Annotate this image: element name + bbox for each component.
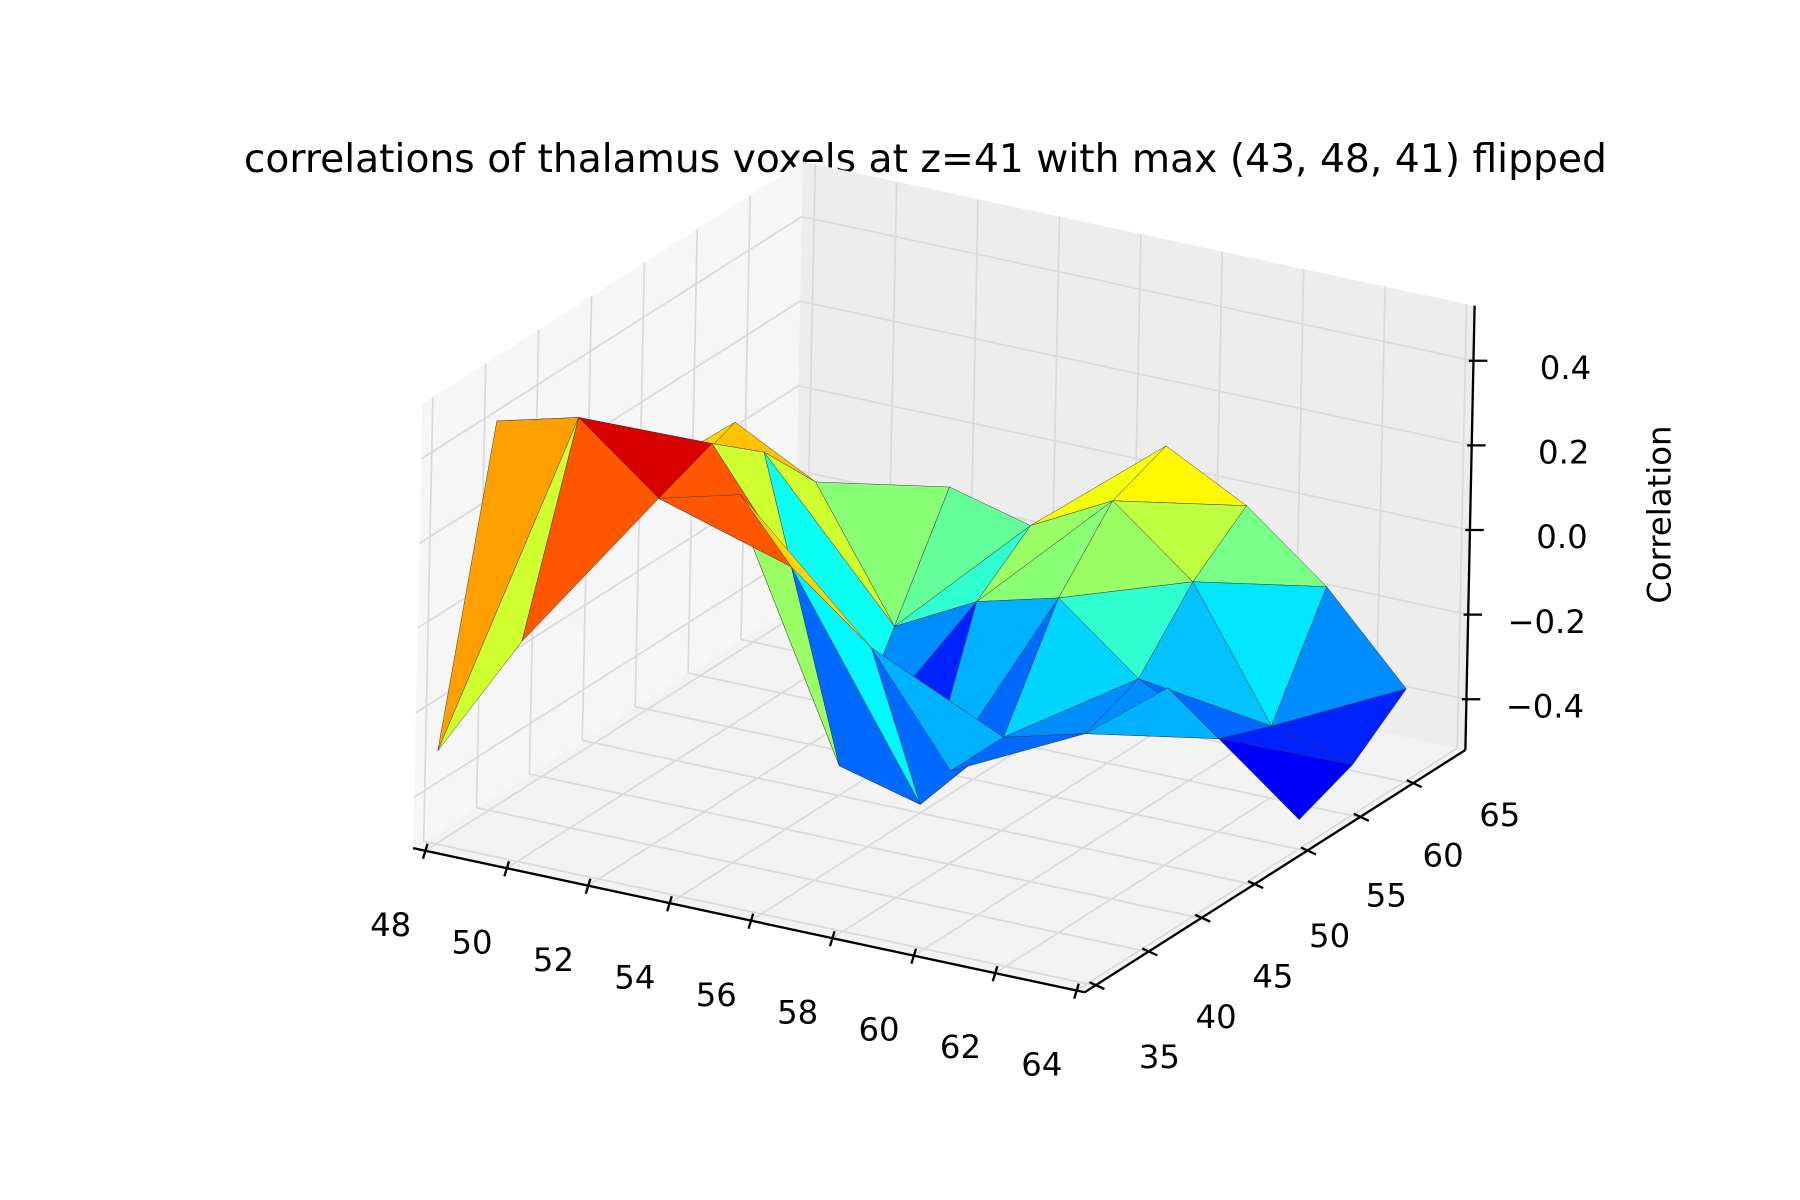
x-tick [1073, 983, 1080, 999]
x-tick [828, 930, 836, 947]
surface-facet [521, 417, 659, 642]
x-axis-line [412, 846, 1085, 994]
x-tick [421, 843, 429, 860]
grid-line [1456, 304, 1468, 749]
y-tick-label: 45 [1252, 957, 1293, 995]
grid-line [801, 215, 1474, 362]
grid-line [740, 195, 752, 640]
grid-line [635, 705, 1307, 852]
x-tick [584, 878, 592, 895]
z-tick-label: 0.2 [1538, 434, 1589, 472]
y-tick [1406, 779, 1423, 789]
z-axis-line [1464, 305, 1476, 751]
x-tick-label: 52 [533, 941, 574, 979]
grid-line [423, 840, 1096, 987]
y-tick [1088, 981, 1105, 991]
x-tick-label: 54 [614, 958, 655, 996]
grid-line [798, 384, 1471, 531]
x-tick [666, 895, 673, 912]
grid-line [476, 806, 1149, 953]
y-tick-label: 60 [1423, 836, 1464, 874]
grid-line [422, 397, 434, 842]
z-tick-label: 0.4 [1540, 349, 1591, 387]
grid-line [529, 773, 1202, 920]
x-tick-label: 62 [940, 1028, 981, 1066]
x-tick [747, 913, 755, 930]
grid-line [582, 739, 1255, 886]
chart-title: correlations of thalamus voxels at z=41 … [244, 137, 1607, 182]
z-axis-label: Correlation [1641, 426, 1679, 604]
y-tick [1194, 913, 1211, 923]
surface-facet [950, 733, 1086, 772]
grid-line [799, 300, 1472, 447]
y-tick [1141, 947, 1158, 957]
y-tick [1300, 846, 1317, 856]
x-tick-label: 56 [696, 976, 737, 1014]
surface-facet [1167, 687, 1300, 820]
x-tick-label: 50 [452, 923, 493, 961]
z-tick-label: −0.2 [1507, 603, 1585, 641]
surface-facet [740, 494, 872, 649]
y-tick [1353, 812, 1370, 822]
x-tick [910, 948, 918, 965]
grid-line [420, 215, 803, 460]
y-tick-label: 40 [1196, 998, 1237, 1036]
x-tick-label: 48 [370, 906, 411, 944]
x-tick-label: 64 [1021, 1046, 1062, 1084]
x-tick-label: 60 [859, 1011, 900, 1049]
x-tick [503, 860, 511, 877]
y-tick-label: 55 [1366, 877, 1407, 915]
z-tick-label: 0.0 [1536, 518, 1587, 556]
grid-line [413, 554, 796, 799]
y-tick-label: 50 [1309, 917, 1350, 955]
y-tick-label: 65 [1479, 796, 1520, 834]
y-tick-label: 35 [1139, 1038, 1180, 1076]
y-tick [1247, 880, 1264, 890]
x-tick [991, 965, 999, 982]
x-tick-label: 58 [777, 993, 818, 1031]
z-tick-label: −0.4 [1506, 687, 1584, 725]
